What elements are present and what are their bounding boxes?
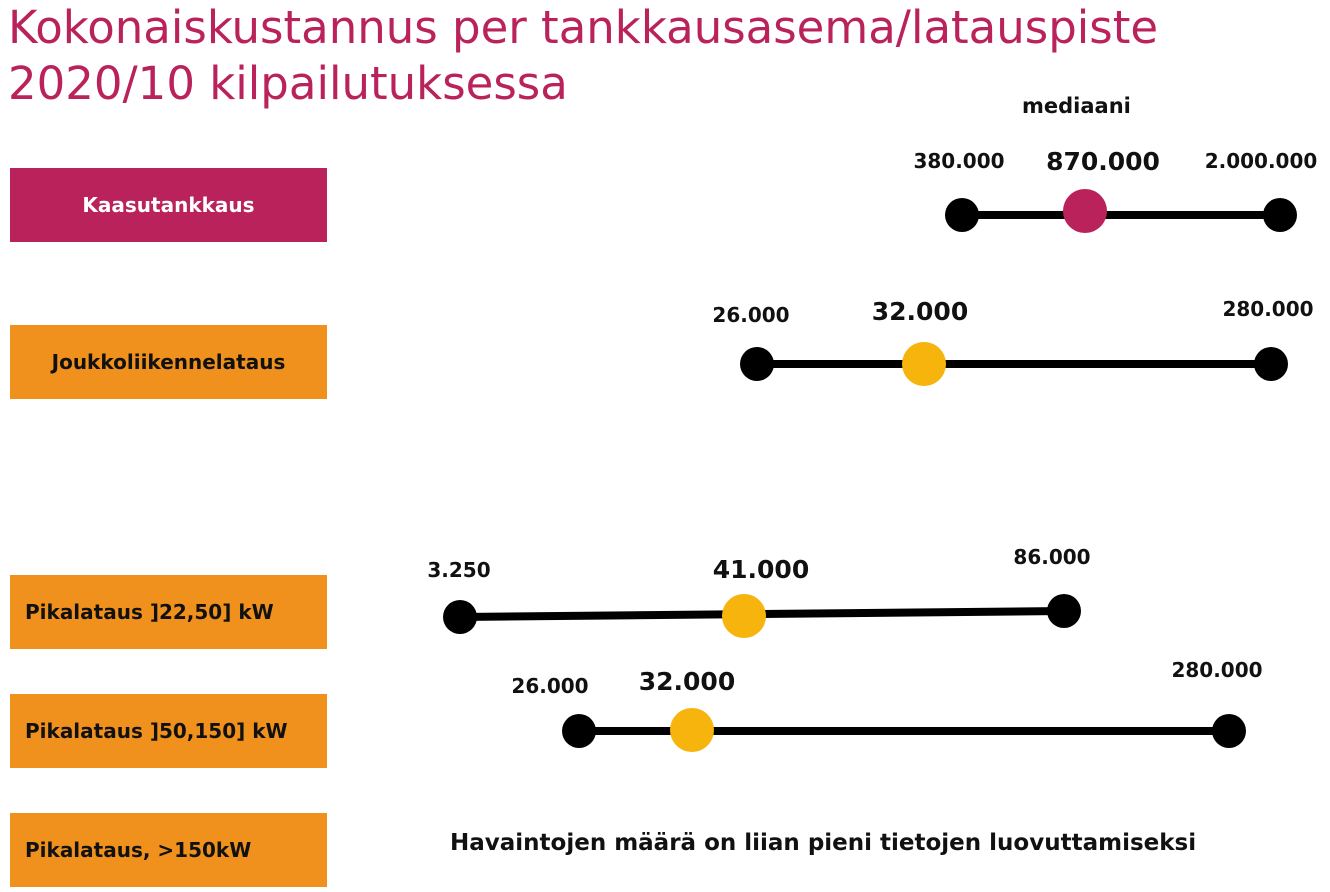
insufficient-data-note: Havaintojen määrä on liian pieni tietoje… — [450, 830, 1197, 856]
min-marker — [740, 347, 774, 381]
max-marker — [1212, 714, 1246, 748]
median-marker — [670, 708, 714, 752]
min-marker — [443, 600, 477, 634]
median-value-label: 32.000 — [639, 667, 735, 696]
min-value-label: 380.000 — [913, 149, 1004, 173]
category-label-pikalataus-22-50: Pikalataus ]22,50] kW — [10, 575, 327, 649]
min-value-label: 3.250 — [427, 558, 490, 582]
median-marker — [722, 594, 766, 638]
median-value-label: 32.000 — [872, 297, 968, 326]
max-marker — [1047, 594, 1081, 628]
max-marker — [1263, 198, 1297, 232]
max-value-label: 280.000 — [1222, 297, 1313, 321]
max-value-label: 2.000.000 — [1205, 149, 1318, 173]
max-marker — [1254, 347, 1288, 381]
category-label-pikalataus-50-150: Pikalataus ]50,150] kW — [10, 694, 327, 768]
category-label-joukkoliikennelataus: Joukkoliikennelataus — [10, 325, 327, 399]
category-label-kaasutankkaus: Kaasutankkaus — [10, 168, 327, 242]
median-header: mediaani — [1022, 94, 1131, 118]
median-value-label: 870.000 — [1046, 147, 1160, 176]
chart-title-line1: Kokonaiskustannus per tankkausasema/lata… — [8, 1, 1159, 54]
min-marker — [945, 198, 979, 232]
median-value-label: 41.000 — [713, 555, 809, 584]
category-label-pikalataus-over-150: Pikalataus, >150kW — [10, 813, 327, 887]
chart-title-line2: 2020/10 kilpailutuksessa — [8, 57, 568, 110]
min-value-label: 26.000 — [511, 674, 588, 698]
min-value-label: 26.000 — [712, 303, 789, 327]
max-value-label: 86.000 — [1013, 545, 1090, 569]
chart-title: Kokonaiskustannus per tankkausasema/lata… — [8, 0, 1158, 112]
max-value-label: 280.000 — [1171, 658, 1262, 682]
min-marker — [562, 714, 596, 748]
median-marker — [902, 342, 946, 386]
median-marker — [1063, 189, 1107, 233]
